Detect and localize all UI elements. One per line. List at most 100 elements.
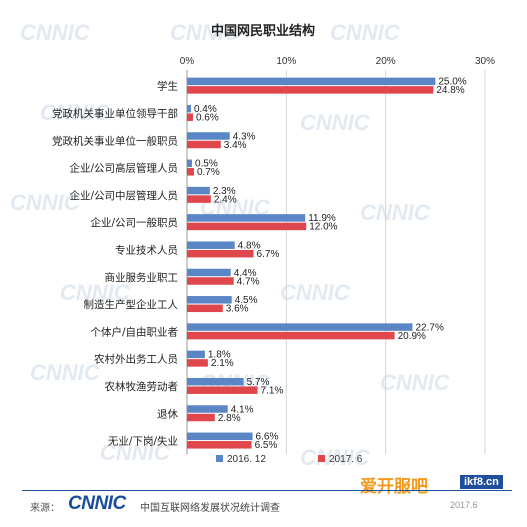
data-label: 5.7% [247,377,270,388]
data-label: 2.1% [211,358,234,369]
data-label: 6.6% [256,432,279,443]
data-label: 0.7% [197,167,220,178]
x-axis-ticks: 0% 10% 20% 30% [180,56,495,67]
legend: 2016. 12 2017. 6 [216,454,363,465]
category-label: 退休 [157,408,178,420]
category-label: 制造生产型企业工人 [84,298,179,311]
category-label: 农村外出务工人员 [94,353,178,366]
watermark-text: CNNIC [300,110,371,135]
bar-series-1 [187,214,306,222]
bar-series-2 [187,413,215,422]
data-label: 3.6% [226,304,249,315]
data-label: 1.8% [208,350,231,361]
bar-series-2 [187,331,395,340]
data-label: 6.7% [257,249,280,260]
data-label: 24.8% [436,85,464,96]
chart-title: 中国网民职业结构 [211,23,315,39]
watermark-text: CNNIC [170,20,241,45]
bar-series-2 [187,86,434,94]
watermark-layer: CNNIC CNNIC CNNIC CNNIC CNNIC CNNIC CNNIC CNNIC… [10,20,451,470]
report-name: 中国互联网络发展状况统计调查 [140,503,280,514]
category-label: 商业服务业职工 [105,271,179,284]
data-label: 4.3% [233,131,256,142]
bar-series-1 [187,268,231,277]
bar-series-2 [187,359,208,367]
bar-series-2 [187,441,252,449]
watermark-text: CNNIC [60,280,131,305]
x-tick-label: 20% [376,56,396,67]
bar-series-1 [187,159,192,168]
data-label: 0.6% [196,112,219,123]
category-label: 农林牧渔劳动者 [105,380,179,393]
bar-series-2 [187,222,307,231]
legend-label: 2016. 12 [227,454,266,465]
data-label: 22.7% [415,322,443,333]
bar-series-2 [187,140,221,149]
category-label: 个体户/自由职业者 [90,325,178,338]
data-label: 25.0% [438,77,466,88]
data-label: 4.5% [235,295,258,306]
bar-series-2 [187,304,223,313]
category-label: 学生 [157,80,178,93]
watermark-text: CNNIC [330,20,401,45]
bar-series-1 [187,377,244,386]
category-label: 专业技术人员 [115,243,178,256]
bar-series-2 [187,195,211,203]
bar-series-1 [187,77,436,86]
data-label: 7.1% [261,385,284,396]
data-label: 4.7% [237,276,260,287]
watermark-text: CNNIC [40,100,111,125]
watermark-text: CNNIC [380,370,451,395]
bar-series-2 [187,386,258,394]
bars [187,77,436,449]
data-label: 4.4% [234,268,257,279]
bar-series-1 [187,405,228,413]
data-label: 20.9% [398,331,426,342]
data-label: 6.5% [255,440,278,451]
bar-series-1 [187,132,230,140]
bar-series-1 [187,323,413,331]
data-label: 0.5% [195,159,218,170]
category-label: 企业/公司一般职员 [90,216,178,229]
bar-series-1 [187,350,205,359]
chart: CNNIC CNNIC CNNIC CNNIC CNNIC CNNIC CNNIC CNNIC… [10,20,495,470]
data-label: 12.0% [309,222,337,233]
cnnic-logo: CNNIC [68,493,126,514]
x-tick-label: 30% [475,56,495,67]
footer-date: 2017.6 [450,500,478,510]
bar-series-1 [187,186,210,195]
category-label: 无业/下岗/失业 [108,435,178,448]
watermark-text: CNNIC [280,280,351,305]
data-label: 11.9% [308,213,336,224]
data-label: 4.1% [231,404,254,415]
footer-divider [22,490,512,491]
watermark-text: CNNIC [10,190,81,215]
bar-series-2 [187,249,254,258]
site-watermark-domain: ikf8.cn [460,475,503,489]
data-label: 4.8% [238,240,261,251]
bar-series-1 [187,241,235,249]
legend-swatch [318,455,325,462]
source-label: 来源： [30,503,60,514]
x-tick-label: 10% [276,56,296,67]
site-watermark-badge: 爱开服吧 ikf8.cn [332,472,522,497]
bar-series-1 [187,104,191,113]
data-labels: 25.0%24.8%0.4%0.6%4.3%3.4%0.5%0.7%2.3%2.… [194,77,467,451]
data-label: 2.3% [213,186,236,197]
x-tick-label: 0% [180,56,195,67]
source-footer: 来源： CNNIC 中国互联网络发展状况统计调查 2017.6 [0,491,527,519]
category-labels: 学生党政机关事业单位领导干部党政机关事业单位一般职员企业/公司高层管理人员企业/… [52,80,178,448]
data-label: 2.4% [214,194,237,205]
legend-swatch [216,455,223,462]
bar-series-2 [187,168,194,176]
bar-series-1 [187,432,253,441]
category-label: 企业/公司高层管理人员 [69,162,178,175]
data-label: 3.4% [224,140,247,151]
category-label: 党政机关事业单位一般职员 [52,134,178,147]
bar-series-2 [187,113,193,121]
watermark-text: CNNIC [300,445,371,470]
bar-series-2 [187,277,234,285]
category-label: 党政机关事业单位领导干部 [52,107,178,120]
data-label: 2.8% [218,413,241,424]
category-label: 企业/公司中层管理人员 [69,189,178,202]
